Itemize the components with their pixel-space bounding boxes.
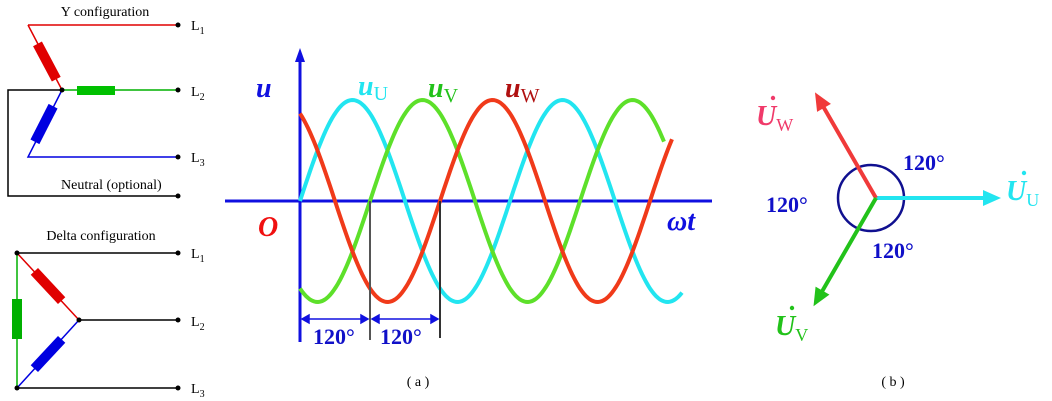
y-configuration: Y configuration L1 L2 L3 Neutral (option… [7, 5, 205, 199]
phasor-label-w: UW [756, 101, 793, 135]
caption-a: ( a ) [407, 375, 430, 390]
terminal-dot [175, 87, 181, 93]
phasor-arrows [813, 92, 1001, 307]
arrowhead-icon [370, 313, 380, 325]
resistor-green [12, 299, 22, 339]
wire-l3-blue [26, 89, 178, 158]
phasor-w [819, 101, 878, 199]
x-axis-label: ωt [667, 206, 696, 237]
dot-accent-icon [789, 305, 795, 311]
arrowhead-icon [360, 313, 370, 325]
series-label-w: uW [505, 73, 540, 107]
terminal-dot [175, 193, 181, 199]
arrowhead-icon [300, 313, 310, 325]
delta-configuration: Delta configuration L1 L2 L3 [12, 229, 205, 400]
wave-w [298, 97, 674, 305]
arrowhead-icon [983, 190, 1001, 206]
terminal-l1: L1 [191, 247, 205, 265]
wave-v [298, 97, 666, 305]
terminal-dot [175, 317, 181, 323]
y-config-title: Y configuration [61, 5, 150, 20]
series-label-v: uV [428, 73, 459, 107]
origin-label: O [258, 212, 278, 243]
wave-curves [298, 97, 684, 305]
wire-neutral [7, 89, 178, 197]
dot-accent-icon [770, 95, 776, 101]
node-dot [14, 385, 20, 391]
y-axis-arrow-icon [295, 48, 305, 62]
series-label-u: uU [358, 71, 389, 105]
phase-mark-2: 120° [380, 324, 422, 349]
arrowhead-icon [813, 286, 830, 307]
phasor-v [817, 196, 878, 297]
caption-b: ( b ) [881, 375, 905, 390]
angle-label-2: 120° [766, 192, 808, 217]
arrowhead-icon [815, 92, 831, 112]
terminal-l3: L3 [191, 151, 205, 169]
resistor-green [77, 86, 115, 95]
star-node [59, 87, 65, 93]
terminal-dot [175, 154, 181, 160]
terminal-dot [175, 250, 181, 256]
terminal-l2: L2 [191, 85, 205, 103]
resistor-red [30, 267, 66, 305]
phase-dimension-arrows [300, 313, 440, 325]
wave-u [298, 97, 684, 305]
phasor-label-u: UU [1006, 176, 1039, 210]
neutral-label: Neutral (optional) [61, 178, 162, 193]
phasor-label-v: UV [775, 311, 808, 345]
phase-mark-1: 120° [313, 324, 355, 349]
resistor-red [33, 41, 61, 82]
terminal-dot [175, 22, 181, 28]
arrowhead-icon [430, 313, 440, 325]
waveform-plot: 120° 120° u O ωt uU uV uW ( a ) [225, 48, 712, 390]
node-dot [76, 317, 82, 323]
delta-config-title: Delta configuration [46, 229, 155, 244]
terminal-l3: L3 [191, 382, 205, 400]
resistor-blue [30, 103, 58, 145]
phasor-diagram: 120° 120° 120° UU UW UV ( b ) [756, 92, 1039, 390]
terminal-dot [175, 385, 181, 391]
terminal-l2: L2 [191, 315, 205, 333]
angle-label-1: 120° [903, 150, 945, 175]
resistor-blue [30, 335, 66, 373]
terminal-l1: L1 [191, 19, 205, 37]
node-dot [14, 250, 20, 256]
y-axis-label: u [256, 73, 272, 104]
angle-label-3: 120° [872, 238, 914, 263]
dot-accent-icon [1021, 170, 1027, 176]
